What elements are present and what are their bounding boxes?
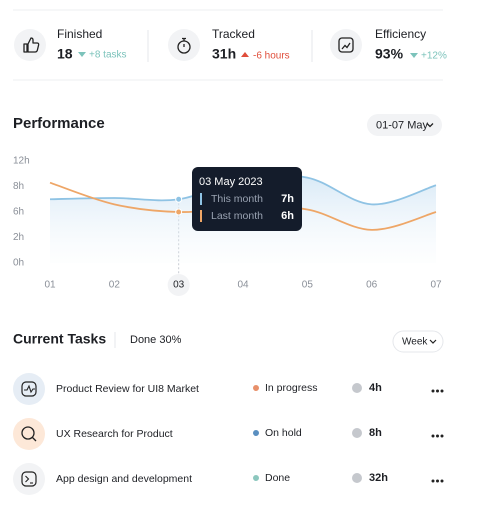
task-icon	[21, 426, 35, 440]
stat-icon	[330, 29, 362, 61]
more-button[interactable]	[431, 434, 444, 438]
x-tick-label: 05	[302, 280, 314, 291]
status-dot	[253, 430, 259, 436]
stat-value: 93%	[375, 46, 404, 62]
more-button[interactable]	[431, 389, 444, 393]
trend-arrow	[78, 52, 86, 57]
task-icon	[24, 384, 35, 394]
status-dot	[253, 385, 259, 391]
task-name: UX Research for Product	[56, 428, 173, 440]
clock-icon	[352, 383, 362, 393]
clock-icon	[352, 473, 362, 483]
tooltip-series: Last month	[211, 210, 263, 222]
point	[175, 195, 183, 203]
section-title: Performance	[13, 115, 105, 132]
trend-icon	[341, 42, 351, 50]
stat-value: 31h	[212, 46, 236, 62]
y-tick-label: 0h	[13, 258, 24, 269]
task-name: Product Review for UI8 Market	[56, 383, 199, 395]
point	[175, 208, 183, 216]
task-icon	[21, 381, 37, 397]
x-tick-label: 02	[109, 280, 121, 291]
task-status: On hold	[265, 427, 302, 439]
stat-label: Tracked	[212, 27, 255, 41]
stat-value: 18	[57, 46, 73, 62]
chevron	[426, 123, 434, 128]
stat-change: -6 hours	[253, 51, 290, 62]
task-icon	[13, 418, 45, 450]
stat-label: Efficiency	[375, 27, 426, 41]
tooltip-value: 7h	[281, 193, 294, 205]
range-label: 01-07 May	[376, 119, 428, 131]
y-tick-label: 8h	[13, 181, 24, 192]
x-tick-label: 03	[173, 280, 185, 291]
section-title: Current Tasks	[13, 331, 106, 347]
filter-label: Week	[402, 337, 428, 348]
x-highlight	[167, 274, 190, 296]
clock-icon	[352, 428, 362, 438]
tooltip	[192, 167, 302, 231]
stat-icon	[14, 29, 46, 61]
y-tick-label: 12h	[13, 156, 30, 167]
tooltip-swatch	[200, 193, 202, 205]
task-icon	[21, 471, 37, 487]
task-time: 8h	[369, 427, 382, 439]
trend-arrow	[241, 52, 249, 57]
tooltip-swatch	[200, 210, 202, 222]
task-icon	[25, 475, 30, 483]
status-dot	[253, 475, 259, 481]
y-tick-label: 2h	[13, 232, 24, 243]
task-icon	[32, 437, 37, 442]
x-tick-label: 01	[44, 280, 56, 291]
trend-arrow	[410, 53, 418, 58]
y-tick-label: 6h	[13, 207, 24, 218]
task-time: 4h	[369, 382, 382, 394]
stat-change: +8 tasks	[89, 50, 127, 61]
tooltip-title: 03 May 2023	[199, 176, 263, 188]
x-tick-label: 06	[366, 280, 378, 291]
x-tick-label: 07	[430, 280, 442, 291]
task-icon	[13, 373, 45, 405]
stat-label: Finished	[57, 27, 102, 41]
chevron	[429, 339, 437, 344]
task-status: Done	[265, 472, 290, 484]
trend-icon	[338, 37, 354, 53]
filter-dropdown[interactable]	[392, 330, 444, 353]
stat-change: +12%	[421, 51, 447, 62]
x-tick-label: 04	[237, 280, 249, 291]
tasks-summary: Done 30%	[130, 334, 182, 346]
tooltip-value: 6h	[281, 210, 294, 222]
task-name: App design and development	[56, 473, 192, 485]
range-dropdown[interactable]	[367, 114, 442, 136]
task-time: 32h	[369, 472, 388, 484]
performance-chart: 0h 2h 6h 8h 12h 01 02 03 04 05 06 07 03 May 2023 This…	[13, 156, 442, 296]
task-status: In progress	[265, 382, 318, 394]
thumb-icon	[23, 37, 40, 53]
stopwatch-icon	[182, 37, 186, 47]
more-button[interactable]	[431, 479, 444, 483]
tooltip-series: This month	[211, 193, 263, 205]
